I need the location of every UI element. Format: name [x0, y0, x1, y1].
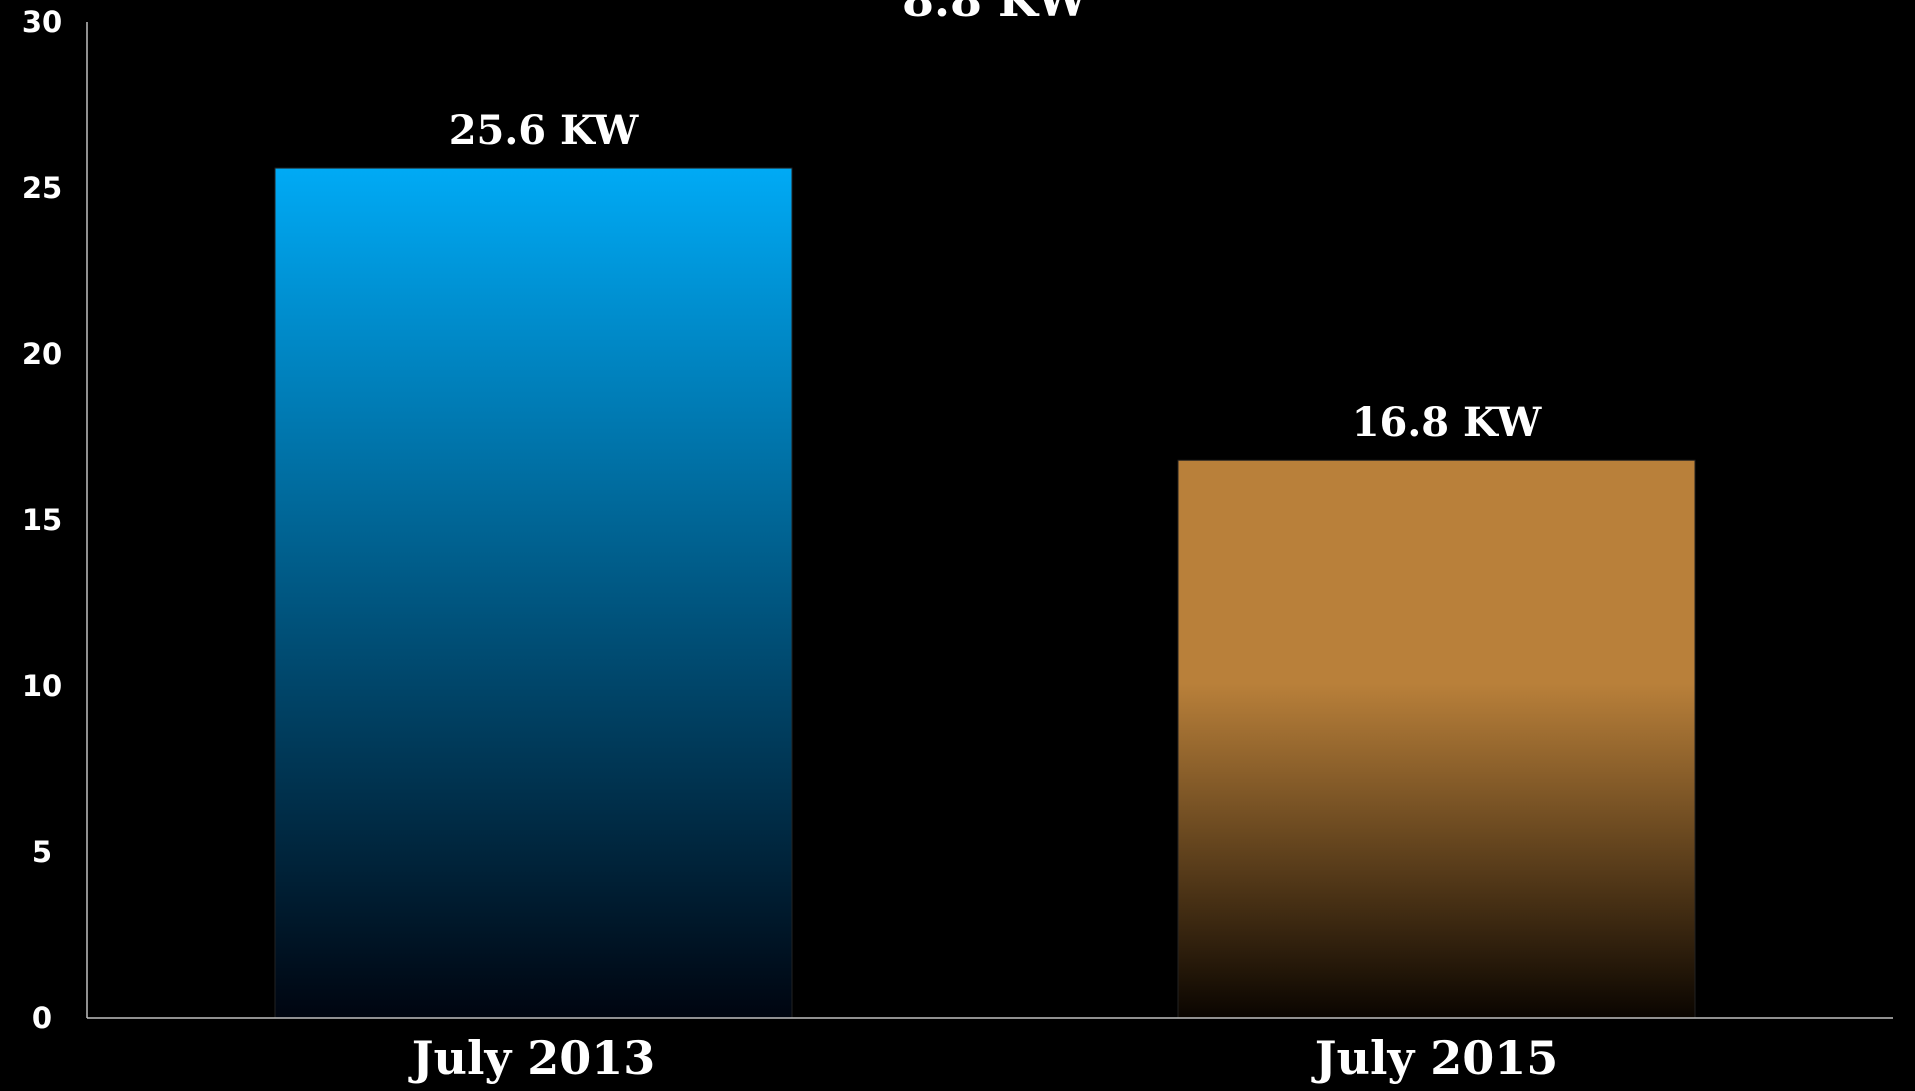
bars-layer [274, 167, 1696, 1019]
y-tick-label: 25 [22, 171, 62, 205]
x-tick-label: July 2015 [1311, 1031, 1558, 1085]
y-tick-label: 20 [22, 337, 62, 371]
data-labels-layer: 25.6 KW 16.8 KW [449, 107, 1543, 446]
y-tick-label: 0 [32, 1001, 52, 1035]
y-tick-label: 15 [22, 503, 62, 537]
data-label: 16.8 KW [1352, 399, 1543, 446]
chart-title: 8.8 KW [902, 0, 1089, 27]
y-tick-label: 30 [22, 5, 62, 39]
bar-july-2015 [1177, 459, 1696, 1019]
bar-july-2013 [274, 167, 793, 1019]
x-tick-label: July 2013 [408, 1031, 655, 1085]
y-tick-label: 10 [22, 669, 62, 703]
y-tick-label: 5 [32, 835, 52, 869]
y-axis: 0 5 10 15 20 25 30 [22, 5, 88, 1035]
x-axis: July 2013 July 2015 [87, 1017, 1893, 1085]
data-label: 25.6 KW [449, 107, 640, 154]
